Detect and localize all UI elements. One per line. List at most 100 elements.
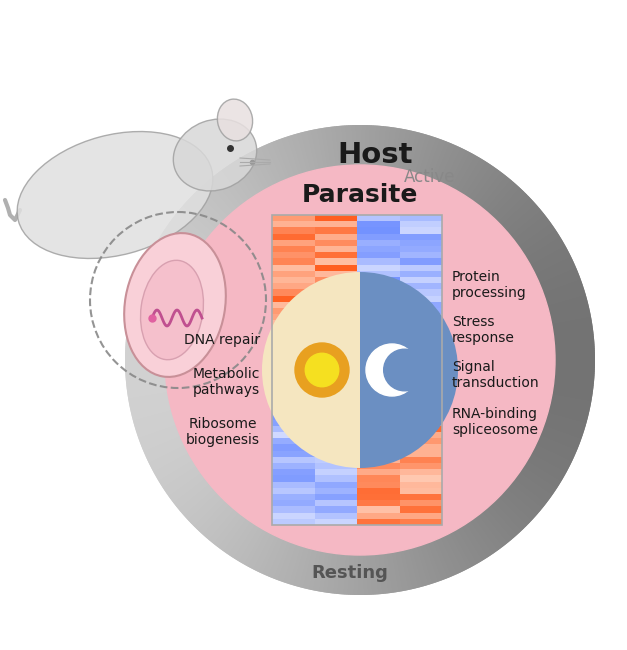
Wedge shape [530, 449, 569, 472]
Wedge shape [456, 157, 481, 194]
Wedge shape [462, 161, 488, 198]
Wedge shape [197, 188, 228, 221]
Bar [272, 450, 315, 457]
Wedge shape [321, 127, 332, 170]
Wedge shape [552, 346, 595, 352]
Wedge shape [191, 194, 224, 226]
Wedge shape [132, 297, 174, 312]
Wedge shape [219, 514, 246, 550]
Wedge shape [511, 478, 547, 506]
Wedge shape [399, 549, 411, 590]
Bar [315, 482, 357, 488]
Bar [357, 221, 399, 228]
Bar [357, 252, 399, 259]
Bar [399, 370, 442, 376]
Bar [315, 438, 357, 445]
Bar [315, 339, 357, 345]
Wedge shape [307, 548, 320, 590]
Bar [399, 401, 442, 407]
Wedge shape [379, 552, 387, 594]
Wedge shape [553, 360, 595, 364]
Wedge shape [548, 400, 590, 413]
Wedge shape [418, 136, 435, 177]
Bar [315, 407, 357, 413]
Bar [399, 320, 442, 326]
Wedge shape [525, 458, 562, 483]
Wedge shape [143, 266, 183, 286]
Wedge shape [405, 547, 419, 588]
Wedge shape [208, 507, 237, 541]
Bar [399, 519, 442, 525]
Bar [357, 488, 399, 494]
Bar [399, 482, 442, 488]
Bar [315, 488, 357, 494]
Wedge shape [188, 197, 221, 228]
Wedge shape [212, 510, 241, 545]
Wedge shape [125, 348, 167, 353]
Wedge shape [472, 169, 500, 205]
Bar [272, 364, 315, 370]
Wedge shape [533, 255, 572, 277]
Wedge shape [490, 500, 522, 533]
Wedge shape [297, 133, 312, 174]
Bar [357, 438, 399, 445]
Wedge shape [524, 235, 561, 261]
Wedge shape [551, 385, 593, 395]
Wedge shape [344, 552, 350, 595]
Wedge shape [360, 125, 364, 167]
Wedge shape [527, 454, 566, 478]
Bar [315, 370, 357, 376]
Wedge shape [501, 200, 535, 231]
Wedge shape [464, 162, 490, 199]
Bar [272, 289, 315, 296]
Wedge shape [516, 471, 552, 498]
Wedge shape [513, 217, 549, 245]
Bar [357, 308, 399, 314]
Wedge shape [209, 177, 238, 212]
Wedge shape [175, 212, 210, 241]
Wedge shape [545, 413, 586, 429]
Wedge shape [255, 148, 277, 187]
Wedge shape [175, 479, 210, 508]
Wedge shape [499, 197, 532, 228]
Wedge shape [169, 472, 205, 500]
Bar [399, 488, 442, 494]
Wedge shape [465, 163, 492, 200]
Wedge shape [488, 184, 519, 218]
Wedge shape [259, 534, 280, 574]
Wedge shape [470, 166, 497, 203]
Wedge shape [292, 545, 307, 586]
Wedge shape [287, 543, 303, 585]
Bar [357, 265, 399, 271]
Wedge shape [443, 148, 465, 187]
Bar [272, 457, 315, 463]
Wedge shape [126, 333, 168, 341]
Wedge shape [125, 354, 167, 358]
Bar [399, 352, 442, 358]
Bar [357, 345, 399, 352]
Wedge shape [274, 140, 292, 181]
Wedge shape [549, 395, 591, 407]
Wedge shape [520, 229, 557, 255]
Wedge shape [547, 305, 589, 318]
Wedge shape [129, 315, 171, 326]
Wedge shape [380, 126, 389, 168]
Wedge shape [144, 437, 184, 458]
Bar [272, 376, 315, 382]
Wedge shape [443, 533, 465, 572]
Wedge shape [515, 220, 551, 248]
Wedge shape [211, 176, 240, 211]
Wedge shape [551, 330, 594, 338]
Wedge shape [257, 534, 278, 573]
Bar [399, 463, 442, 469]
Bar [315, 265, 357, 271]
Wedge shape [222, 516, 250, 552]
Wedge shape [453, 527, 478, 566]
Wedge shape [283, 543, 300, 584]
Wedge shape [295, 133, 310, 174]
Bar [272, 215, 315, 221]
Bar [315, 500, 357, 506]
Bar [272, 326, 315, 333]
Wedge shape [374, 552, 381, 595]
Wedge shape [493, 190, 525, 222]
